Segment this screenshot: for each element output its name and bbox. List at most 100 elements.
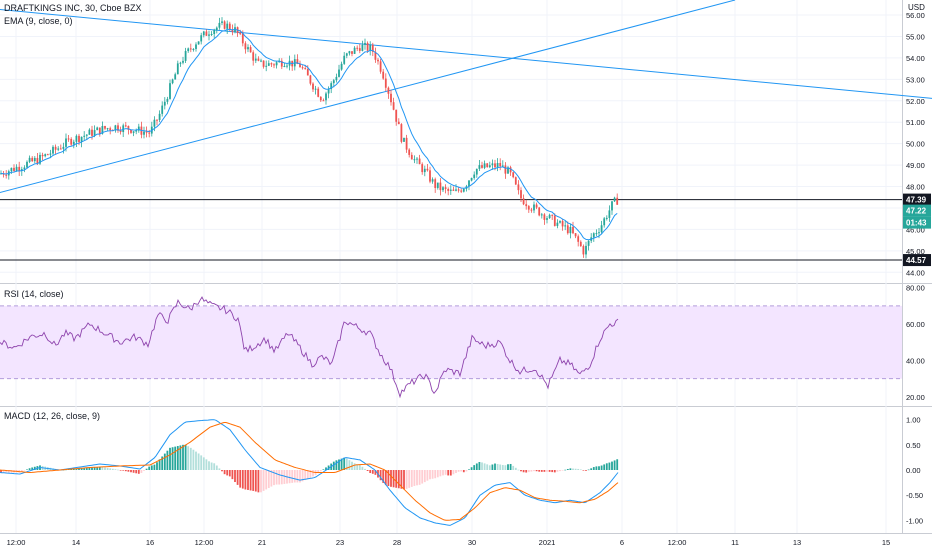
candle-down[interactable] xyxy=(520,187,522,203)
candle-up[interactable] xyxy=(7,169,10,180)
candle-up[interactable] xyxy=(176,60,179,75)
candle-down[interactable] xyxy=(117,122,119,133)
candle-down[interactable] xyxy=(41,152,44,161)
candle-up[interactable] xyxy=(585,241,587,259)
candle-up[interactable] xyxy=(556,219,559,229)
candle-down[interactable] xyxy=(36,153,39,165)
rsi-line[interactable] xyxy=(0,296,619,399)
candle-up[interactable] xyxy=(540,212,543,219)
candle-up[interactable] xyxy=(327,86,330,99)
candle-up[interactable] xyxy=(26,160,28,169)
rsi-pane[interactable] xyxy=(0,296,902,399)
candle-down[interactable] xyxy=(145,126,148,138)
candle-up[interactable] xyxy=(611,201,613,215)
trendline[interactable] xyxy=(0,9,932,99)
candle-up[interactable] xyxy=(52,145,54,156)
candle-down[interactable] xyxy=(356,45,359,52)
candle-up[interactable] xyxy=(44,153,47,158)
candle-up[interactable] xyxy=(473,171,476,180)
candle-up[interactable] xyxy=(93,125,96,138)
candle-up[interactable] xyxy=(488,161,491,169)
candle-down[interactable] xyxy=(312,82,314,93)
candle-down[interactable] xyxy=(397,118,400,125)
candle-down[interactable] xyxy=(252,50,255,66)
candle-up[interactable] xyxy=(158,110,161,123)
candle-down[interactable] xyxy=(522,194,525,206)
candle-up[interactable] xyxy=(546,215,548,224)
candle-up[interactable] xyxy=(221,17,223,26)
candle-up[interactable] xyxy=(137,123,140,133)
candle-down[interactable] xyxy=(405,134,408,153)
candle-down[interactable] xyxy=(525,199,528,210)
candle-down[interactable] xyxy=(486,163,489,168)
candle-down[interactable] xyxy=(395,109,398,126)
candle-down[interactable] xyxy=(535,202,538,210)
candle-down[interactable] xyxy=(309,74,312,86)
candle-up[interactable] xyxy=(436,182,439,190)
candle-down[interactable] xyxy=(509,165,512,176)
candle-down[interactable] xyxy=(387,86,390,99)
candle-up[interactable] xyxy=(507,165,509,174)
candle-up[interactable] xyxy=(442,186,444,192)
candle-up[interactable] xyxy=(431,177,434,184)
candle-up[interactable] xyxy=(501,160,504,167)
candle-up[interactable] xyxy=(470,177,473,182)
candle-up[interactable] xyxy=(587,240,590,251)
candle-up[interactable] xyxy=(72,139,75,149)
candle-up[interactable] xyxy=(475,168,478,178)
candle-down[interactable] xyxy=(530,207,533,213)
candle-up[interactable] xyxy=(590,233,593,244)
candle-down[interactable] xyxy=(551,214,554,220)
candle-down[interactable] xyxy=(280,58,283,70)
candle-down[interactable] xyxy=(517,180,520,195)
candle-down[interactable] xyxy=(447,187,450,196)
candle-up[interactable] xyxy=(600,220,603,235)
candle-up[interactable] xyxy=(569,223,572,239)
candle-up[interactable] xyxy=(33,156,36,164)
candle-down[interactable] xyxy=(577,234,580,247)
candle-down[interactable] xyxy=(296,54,299,65)
candle-down[interactable] xyxy=(59,144,62,150)
candle-up[interactable] xyxy=(564,221,567,231)
candle-down[interactable] xyxy=(384,73,387,92)
candle-down[interactable] xyxy=(452,186,455,192)
candle-up[interactable] xyxy=(20,166,23,176)
candle-up[interactable] xyxy=(559,220,561,224)
candle-down[interactable] xyxy=(504,162,507,179)
candle-up[interactable] xyxy=(468,180,470,191)
candle-up[interactable] xyxy=(325,91,327,105)
candle-down[interactable] xyxy=(572,221,574,235)
candle-up[interactable] xyxy=(260,58,262,63)
signal-line[interactable] xyxy=(0,422,619,521)
candle-down[interactable] xyxy=(512,171,515,179)
candle-up[interactable] xyxy=(361,40,364,52)
candle-down[interactable] xyxy=(205,29,208,36)
candle-up[interactable] xyxy=(603,216,606,228)
candle-up[interactable] xyxy=(449,185,452,195)
candle-up[interactable] xyxy=(413,155,416,164)
candle-up[interactable] xyxy=(187,47,190,53)
candle-down[interactable] xyxy=(499,158,502,171)
candle-down[interactable] xyxy=(481,161,483,169)
candle-up[interactable] xyxy=(106,127,109,131)
candle-up[interactable] xyxy=(39,152,41,165)
candle-up[interactable] xyxy=(330,81,333,94)
candle-down[interactable] xyxy=(574,233,577,239)
candle-up[interactable] xyxy=(49,149,52,159)
candle-down[interactable] xyxy=(270,62,273,67)
candle-up[interactable] xyxy=(348,50,351,56)
candle-down[interactable] xyxy=(439,178,442,196)
candle-up[interactable] xyxy=(135,128,138,135)
candle-down[interactable] xyxy=(244,41,247,54)
candle-up[interactable] xyxy=(340,61,343,71)
candle-down[interactable] xyxy=(317,86,320,98)
candle-down[interactable] xyxy=(390,89,392,106)
candle-down[interactable] xyxy=(538,206,541,217)
candle-down[interactable] xyxy=(189,43,192,53)
candle-down[interactable] xyxy=(418,154,421,165)
candle-up[interactable] xyxy=(57,146,60,152)
candle-down[interactable] xyxy=(358,43,361,54)
candle-up[interactable] xyxy=(182,56,184,65)
candle-down[interactable] xyxy=(421,162,424,175)
